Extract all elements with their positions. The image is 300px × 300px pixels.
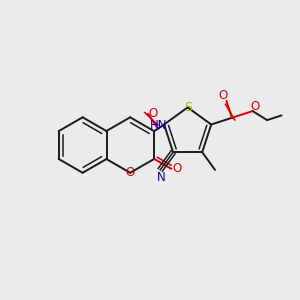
Text: O: O [148,107,158,120]
Text: O: O [250,100,259,112]
Text: HN: HN [150,118,167,132]
Text: O: O [126,166,135,179]
Text: O: O [219,89,228,102]
Text: O: O [173,162,182,175]
Text: N: N [157,171,166,184]
Text: S: S [184,101,192,114]
